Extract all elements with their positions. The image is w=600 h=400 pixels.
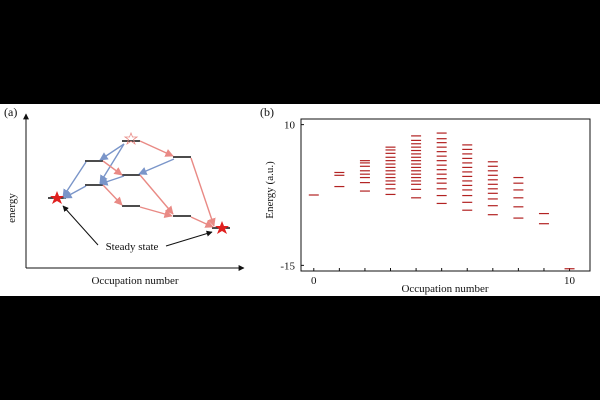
star-icon-steady-left [50, 191, 64, 204]
x-tick-label: 10 [564, 275, 576, 287]
panel-b-label: (b) [260, 105, 274, 119]
arrow-pink [190, 216, 214, 228]
arrow-blue [99, 175, 125, 186]
panel-a-ylabel: energy [6, 193, 18, 223]
star-icon-steady-right [215, 221, 229, 234]
chart-marks [308, 132, 575, 270]
arrow-pink [139, 140, 174, 157]
arrow-pink [139, 174, 174, 215]
energy-levels [48, 140, 230, 229]
y-tick-label: -15 [280, 260, 295, 272]
steady-state-label: Steady state [106, 241, 159, 253]
arrow-blue [99, 143, 125, 161]
steady-state-arrow-right [165, 230, 213, 247]
arrow-blue [63, 185, 87, 199]
arrow-pink [190, 157, 216, 227]
panel-a-xlabel: Occupation number [91, 275, 178, 287]
chart-ticks: 0 10 10 -15 [280, 120, 575, 287]
chart-plot-frame [300, 118, 591, 272]
panel-a-label: (a) [4, 105, 17, 119]
chart-ylabel: Energy (a.u.) [264, 161, 276, 219]
arrow-pink [139, 206, 173, 218]
blue-arrows [62, 143, 175, 199]
x-tick-label: 0 [311, 275, 317, 287]
steady-state-arrow-left [62, 205, 99, 246]
star-outline-icon-top [123, 131, 139, 146]
chart-xlabel: Occupation number [401, 283, 488, 295]
pink-arrows [102, 140, 216, 228]
arrow-pink [102, 184, 123, 206]
y-tick-label: 10 [284, 120, 296, 132]
arrow-pink [102, 160, 123, 176]
arrow-blue [99, 143, 125, 184]
arrow-blue [138, 158, 175, 175]
figure-svg: (a) energy Occupation number [4, 105, 591, 295]
panel-b: (b) Energy (a.u.) Occupation number 0 10 1… [260, 105, 591, 295]
panel-a: (a) energy Occupation number [4, 105, 245, 287]
figure: (a) energy Occupation number [0, 104, 600, 296]
